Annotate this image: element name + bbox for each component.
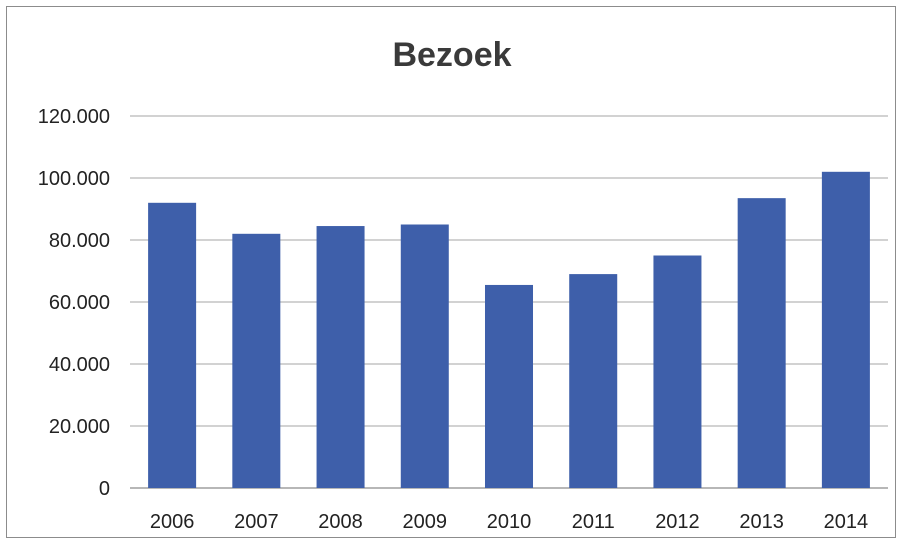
bar-2009 [400,224,449,488]
x-tick-label: 2008 [318,511,363,533]
y-tick-label: 100.000 [38,168,110,190]
x-tick-label: 2009 [403,511,448,533]
x-tick-label: 2012 [655,511,700,533]
x-tick-label: 2010 [487,511,532,533]
y-tick-label: 0 [99,478,110,500]
x-tick-label: 2011 [572,511,615,533]
bar-2011 [569,274,618,488]
y-axis-ticks: 0 20.000 40.000 60.000 80.000 100.000 120.000 [38,106,110,500]
y-tick-label: 40.000 [49,354,110,376]
bar-2010 [484,284,534,488]
bar-2012 [653,255,702,488]
x-axis-ticks: 2006 2007 2008 2009 2010 2011 2012 2013 2014 [150,511,868,533]
x-tick-label: 2007 [234,511,279,533]
bar-2014 [821,171,870,489]
bars [148,171,870,489]
y-tick-label: 60.000 [49,292,110,314]
y-tick-label: 20.000 [49,416,110,438]
x-tick-label: 2006 [150,511,195,533]
bar-2008 [316,226,365,489]
chart-title: Bezoek [392,36,512,74]
bar-2006 [148,202,197,489]
y-tick-label: 120.000 [38,106,110,128]
x-tick-label: 2013 [739,511,784,533]
y-tick-label: 80.000 [49,230,110,252]
x-tick-label: 2014 [824,511,869,533]
bar-2007 [232,233,281,488]
bar-2013 [737,198,786,488]
